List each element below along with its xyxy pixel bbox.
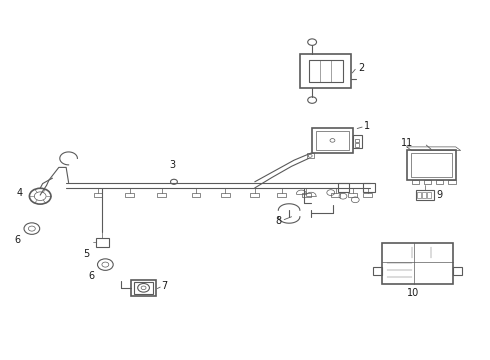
Bar (331, 193, 340, 197)
Bar (407, 150, 456, 180)
Text: 2: 2 (359, 63, 365, 72)
Bar (192, 193, 200, 197)
Bar (355, 139, 359, 142)
Bar (382, 243, 453, 284)
Bar (250, 193, 259, 197)
Bar (411, 153, 452, 177)
Bar (417, 192, 421, 198)
Bar (96, 238, 109, 247)
Bar (300, 54, 351, 88)
Bar (131, 280, 156, 296)
Text: 10: 10 (407, 288, 419, 298)
Bar (363, 183, 375, 192)
Bar (424, 180, 431, 184)
Text: 4: 4 (17, 188, 23, 198)
Bar (448, 180, 456, 184)
Text: 3: 3 (169, 159, 175, 170)
Text: 8: 8 (275, 216, 281, 226)
Bar (436, 180, 443, 184)
Text: 11: 11 (401, 138, 413, 148)
Bar (348, 193, 357, 197)
Bar (422, 192, 426, 198)
Bar (307, 153, 314, 158)
Bar (309, 60, 343, 82)
Bar (316, 131, 349, 150)
Bar (363, 193, 372, 197)
Bar (416, 190, 434, 200)
Text: 1: 1 (364, 121, 370, 131)
Bar (157, 193, 166, 197)
Bar (134, 282, 153, 294)
Text: 6: 6 (89, 271, 95, 282)
Bar (412, 180, 419, 184)
Bar (302, 193, 311, 197)
Bar (355, 143, 359, 147)
Text: 7: 7 (161, 281, 168, 291)
Bar (453, 267, 462, 275)
Bar (94, 193, 102, 197)
Bar (312, 128, 353, 153)
Bar (373, 267, 382, 275)
Text: 5: 5 (83, 249, 90, 259)
Bar (353, 135, 362, 148)
Bar (277, 193, 286, 197)
Bar (427, 192, 431, 198)
Bar (221, 193, 230, 197)
Bar (125, 193, 134, 197)
Text: 9: 9 (436, 190, 442, 200)
Text: 6: 6 (14, 235, 20, 246)
Bar (338, 183, 349, 192)
